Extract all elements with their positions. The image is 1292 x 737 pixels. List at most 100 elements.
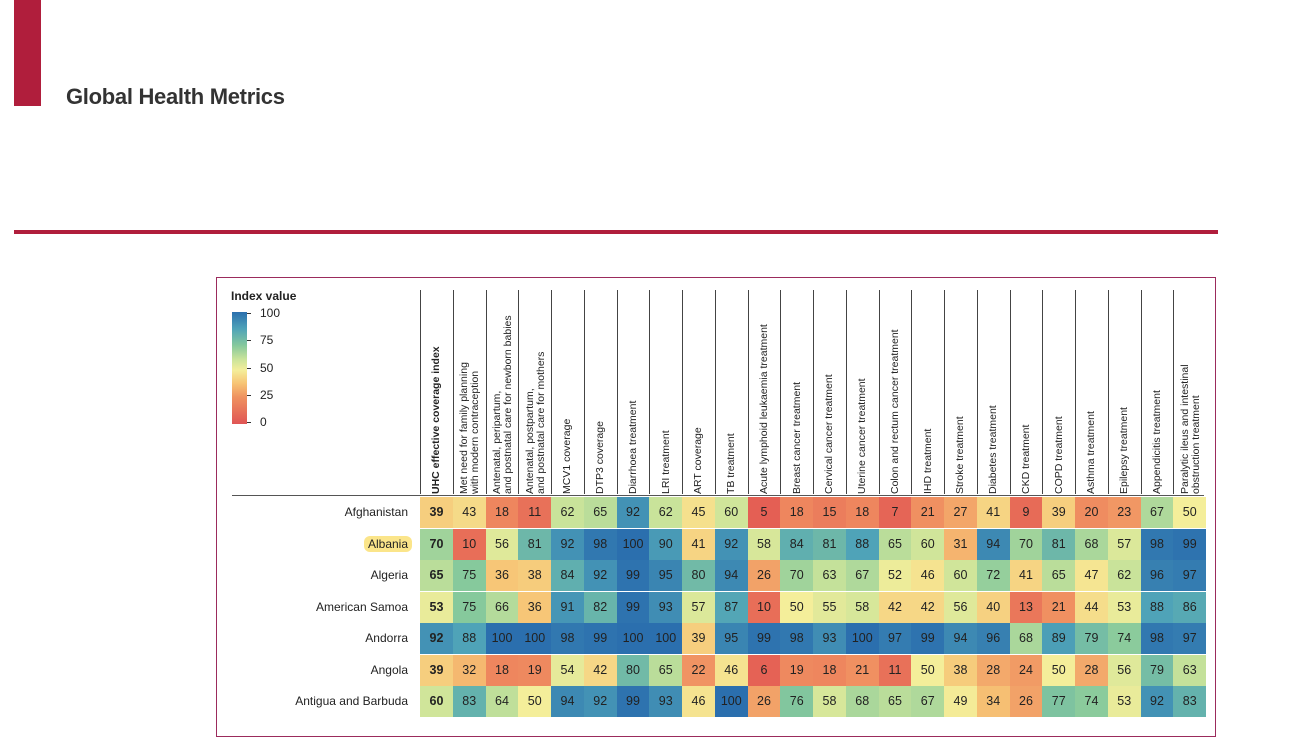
column-header: Asthma treatment xyxy=(1075,290,1108,494)
heatmap-cell: 68 xyxy=(1009,623,1043,654)
heatmap-cell: 60 xyxy=(944,560,977,591)
legend-label: 0 xyxy=(260,415,267,429)
heatmap-cell: 65 xyxy=(878,528,912,560)
heatmap-cell: 67 xyxy=(911,686,945,717)
heatmap-cell: 58 xyxy=(813,686,846,717)
heatmap-cell: 46 xyxy=(911,560,945,591)
heatmap-cell: 27 xyxy=(944,497,977,528)
legend-tick xyxy=(247,340,251,341)
heatmap-cell: 60 xyxy=(714,497,748,528)
row-label: Angola xyxy=(232,655,412,686)
heatmap-cell: 11 xyxy=(518,497,552,528)
heatmap-cell: 18 xyxy=(485,654,519,686)
heatmap-cell: 21 xyxy=(911,497,945,528)
heatmap-cell: 40 xyxy=(976,591,1010,623)
heatmap-cell: 65 xyxy=(420,560,453,591)
heatmap-cell: 65 xyxy=(583,497,617,528)
legend-tick xyxy=(247,313,251,314)
heatmap-cell: 20 xyxy=(1075,497,1108,528)
column-header: Colon and rectum cancer treatment xyxy=(878,290,912,494)
country-name: Afghanistan xyxy=(344,505,408,519)
heatmap-cell: 24 xyxy=(1009,654,1043,686)
heatmap-cell: 70 xyxy=(780,560,814,591)
heatmap-cell: 99 xyxy=(583,623,617,654)
heatmap-cell: 96 xyxy=(1140,560,1174,591)
column-header-label: MCV1 coverage xyxy=(561,418,574,494)
legend-title: Index value xyxy=(231,289,297,303)
heatmap-cell: 98 xyxy=(780,623,814,654)
heatmap-cell: 9 xyxy=(1009,497,1043,528)
heatmap-cell: 81 xyxy=(813,528,846,560)
heatmap-cell: 93 xyxy=(649,591,683,623)
heatmap-cell: 62 xyxy=(1107,560,1141,591)
heatmap-cell: 86 xyxy=(1173,591,1207,623)
heatmap-cell: 60 xyxy=(911,528,945,560)
heatmap-cell: 92 xyxy=(551,528,584,560)
column-header: Epilepsy treatment xyxy=(1107,290,1141,494)
column-header-label: IHD treatment xyxy=(921,428,934,494)
heatmap-cell: 65 xyxy=(1042,560,1076,591)
heatmap-cell: 28 xyxy=(1075,654,1108,686)
heatmap-cell: 83 xyxy=(452,686,486,717)
heatmap-cell: 26 xyxy=(1009,686,1043,717)
column-header-label: Antenatal, postpartum, and postnatal car… xyxy=(523,351,547,494)
column-header: CKD treatment xyxy=(1009,290,1043,494)
heatmap-cell: 100 xyxy=(616,623,650,654)
heatmap-cell: 88 xyxy=(845,528,879,560)
legend-color-scale xyxy=(232,312,247,424)
row-label: Afghanistan xyxy=(232,497,412,528)
heatmap-cell: 99 xyxy=(616,560,650,591)
heatmap-cell: 82 xyxy=(583,591,617,623)
column-header: Diarrhoea treatment xyxy=(616,290,650,494)
heatmap-cell: 99 xyxy=(616,591,650,623)
heatmap-cell: 41 xyxy=(976,497,1010,528)
heatmap-cell: 68 xyxy=(845,686,879,717)
heatmap-cell: 81 xyxy=(1042,528,1076,560)
heatmap-cell: 11 xyxy=(878,654,912,686)
heatmap-cell: 39 xyxy=(420,497,453,528)
column-header-label: Antenatal, peripartum, and postnatal car… xyxy=(490,315,514,494)
column-header: Stroke treatment xyxy=(944,290,977,494)
heatmap-cell: 45 xyxy=(682,497,715,528)
column-header-label: CKD treatment xyxy=(1019,424,1032,494)
column-header-label: TB treatment xyxy=(725,433,738,494)
heatmap-cell: 88 xyxy=(1140,591,1174,623)
column-header: ART coverage xyxy=(682,290,715,494)
heatmap-cell: 58 xyxy=(747,528,781,560)
country-name: Angola xyxy=(370,662,408,677)
heatmap-cell: 92 xyxy=(420,623,453,654)
column-header-label: Epilepsy treatment xyxy=(1118,407,1131,494)
heatmap-cell: 93 xyxy=(813,623,846,654)
column-header-label: Appendicitis treatment xyxy=(1150,390,1163,494)
heatmap-cell: 80 xyxy=(616,654,650,686)
column-header-label: Diabetes treatment xyxy=(987,405,1000,494)
column-header-label: Colon and rectum cancer treatment xyxy=(888,329,901,494)
heatmap-cell: 18 xyxy=(813,654,846,686)
heatmap-cell: 13 xyxy=(1009,591,1043,623)
heatmap-cell: 65 xyxy=(878,686,912,717)
heatmap-cell: 100 xyxy=(845,623,879,654)
heatmap-cell: 28 xyxy=(976,654,1010,686)
column-header-label: UHC effective coverage index xyxy=(430,346,443,494)
heatmap-cell: 54 xyxy=(551,654,584,686)
heatmap-cell: 98 xyxy=(583,528,617,560)
heatmap-cell: 36 xyxy=(518,591,552,623)
heatmap-cell: 21 xyxy=(1042,591,1076,623)
heatmap-cell: 50 xyxy=(518,686,552,717)
heatmap-cell: 92 xyxy=(616,497,650,528)
heatmap-cell: 98 xyxy=(1140,623,1174,654)
heatmap-cell: 53 xyxy=(1107,686,1141,717)
heatmap-cell: 52 xyxy=(878,560,912,591)
column-header: TB treatment xyxy=(714,290,748,494)
column-header: Breast cancer treatment xyxy=(780,290,813,494)
heatmap-cell: 50 xyxy=(1173,497,1207,528)
heatmap-cell: 94 xyxy=(944,623,977,654)
column-header-label: Diarrhoea treatment xyxy=(626,400,639,494)
legend-tick xyxy=(247,395,251,396)
column-header-label: COPD treatment xyxy=(1052,416,1065,494)
heatmap-cell: 95 xyxy=(649,560,683,591)
heatmap-cell: 98 xyxy=(1140,528,1174,560)
heatmap-cell: 10 xyxy=(452,528,486,560)
row-label: Algeria xyxy=(232,560,412,591)
column-header: Uterine cancer treatment xyxy=(845,290,879,494)
